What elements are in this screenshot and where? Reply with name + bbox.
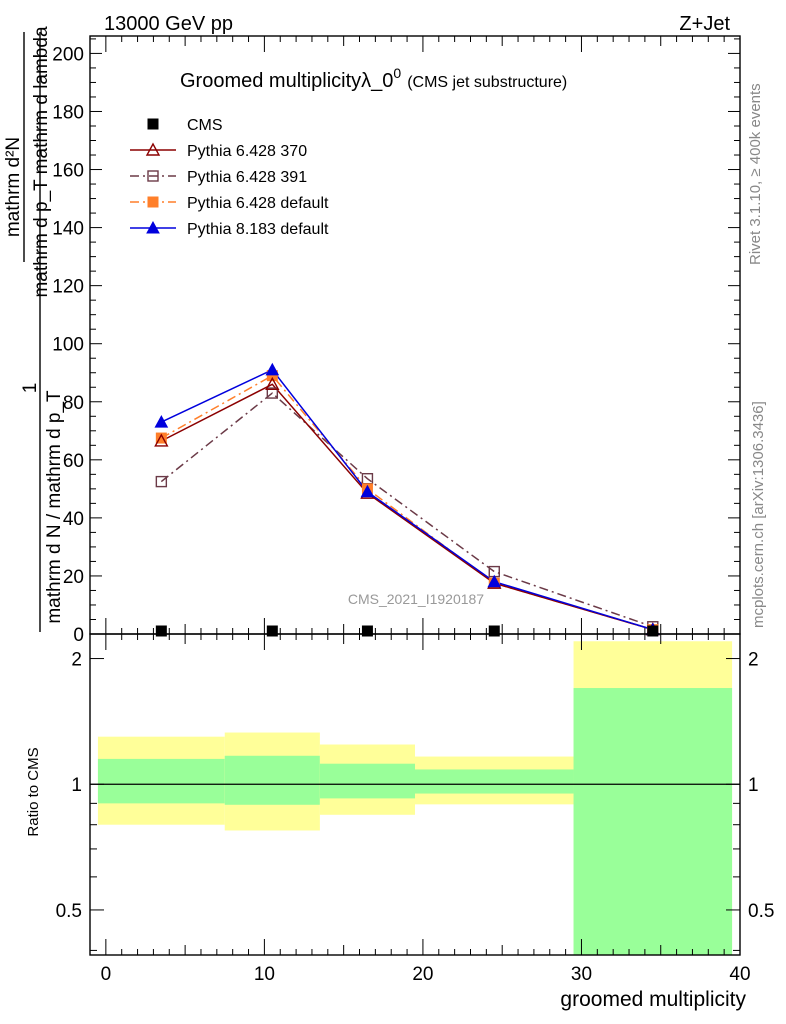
chart-title-text: Groomed multiplicity (180, 70, 361, 92)
main-y-tick-label: 100 (52, 335, 84, 356)
header-process-label: Z+Jet (679, 13, 730, 35)
data-point (154, 433, 169, 447)
ratio-y-tick-label: 0.5 (56, 901, 82, 922)
main-y-tick-label: 180 (52, 102, 84, 123)
main-y-tick-labels: 0 20 40 60 80 100 120 140 160 180 200 (52, 44, 84, 646)
y-label-left-numerator: 1 (20, 383, 41, 394)
ratio-y-tick-label: 2 (71, 650, 82, 671)
data-point (155, 432, 167, 444)
main-y-tick-label: 200 (52, 44, 84, 65)
data-point (154, 415, 169, 428)
ratio-tick-labels: 0 10 20 30 40 0.5 0.5 1 1 2 2 (56, 650, 775, 985)
ratio-uncertainty-bands (90, 641, 740, 955)
ratio-y-tick-label: 1 (71, 775, 82, 796)
x-axis-label: groomed multiplicity (560, 988, 746, 1011)
legend-entry-label: Pythia 6.428 370 (187, 143, 307, 160)
main-y-tick-label: 140 (52, 219, 84, 240)
ratio-axes (89, 633, 741, 956)
legend-entry-label: CMS (187, 117, 223, 134)
ratio-green-band (573, 688, 733, 955)
legend-marker (147, 170, 159, 182)
ratio-frame (89, 633, 741, 956)
chart-title-symbol: λ_0 (361, 70, 393, 92)
header-energy-label: 13000 GeV pp (104, 13, 233, 35)
legend: CMS Pythia 6.428 370 Pythia 6.428 391 Pythi… (130, 117, 329, 238)
data-point (361, 625, 373, 637)
data-point (265, 362, 280, 376)
main-y-tick-label: 20 (63, 567, 84, 588)
y-label-left-denominator: mathrm d N / mathrm d p_T (44, 390, 65, 624)
chart-title: Groomed multiplicityλ_00 (CMS jet substru… (180, 65, 567, 92)
y-label-denominator: mathrm d p_T mathrm d lambda (31, 26, 52, 297)
rivet-version-label: Rivet 3.1.10, ≥ 400k events (747, 83, 764, 265)
data-point (155, 625, 167, 637)
data-point (266, 387, 279, 399)
legend-marker (147, 196, 159, 208)
main-panel: 0 20 40 60 80 100 120 140 160 180 200 (52, 35, 741, 646)
main-y-axis-label: 1 mathrm d N / mathrm d p_T mathrm d²N m… (3, 26, 65, 632)
legend-entry-label: Pythia 8.183 default (187, 221, 329, 238)
x-tick-label: 10 (254, 964, 275, 985)
data-point (266, 625, 278, 637)
ratio-green-band (224, 755, 320, 805)
main-y-tick-label: 160 (52, 161, 84, 182)
ratio-y-tick-label: 2 (748, 650, 759, 671)
data-point (155, 475, 168, 488)
ratio-y-tick-label: 0.5 (748, 901, 774, 922)
data-point (360, 484, 375, 498)
legend-marker (145, 142, 161, 156)
ratio-panel: 0 10 20 30 40 0.5 0.5 1 1 2 2 (56, 633, 775, 985)
ratio-y-tick-label: 1 (748, 775, 759, 796)
main-y-tick-label: 80 (63, 393, 84, 414)
data-point (265, 376, 280, 391)
ratio-green-band (97, 758, 225, 804)
legend-entry-label: Pythia 6.428 391 (187, 169, 307, 186)
series-line (160, 392, 654, 628)
legend-marker (146, 220, 160, 234)
legend-marker (147, 118, 159, 130)
series-lines (160, 364, 654, 631)
data-point (487, 574, 502, 588)
mcplots-label: mcplots.cern.ch [arXiv:1306.3436] (750, 401, 767, 628)
ratio-y-axis-label: Ratio to CMS (25, 747, 42, 836)
chart-subtitle: (CMS jet substructure) (407, 74, 567, 91)
y-label-numerator: mathrm d²N (3, 137, 24, 237)
x-tick-label: 40 (729, 964, 750, 985)
chart-title-superscript: 0 (393, 65, 401, 81)
data-point (488, 625, 500, 637)
ratio-green-band (319, 763, 415, 799)
analysis-id-label: CMS_2021_I1920187 (348, 591, 484, 607)
x-tick-label: 30 (571, 964, 592, 985)
series-markers (154, 362, 660, 637)
ratio-green-band (415, 769, 574, 794)
x-tick-label: 0 (101, 964, 112, 985)
legend-entry-label: Pythia 6.428 default (187, 195, 329, 212)
main-y-tick-label: 0 (73, 625, 84, 646)
x-tick-label: 20 (412, 964, 433, 985)
main-y-tick-label: 60 (63, 451, 84, 472)
main-y-tick-label: 120 (52, 277, 84, 298)
data-point (647, 625, 659, 637)
main-y-tick-label: 40 (63, 509, 84, 530)
